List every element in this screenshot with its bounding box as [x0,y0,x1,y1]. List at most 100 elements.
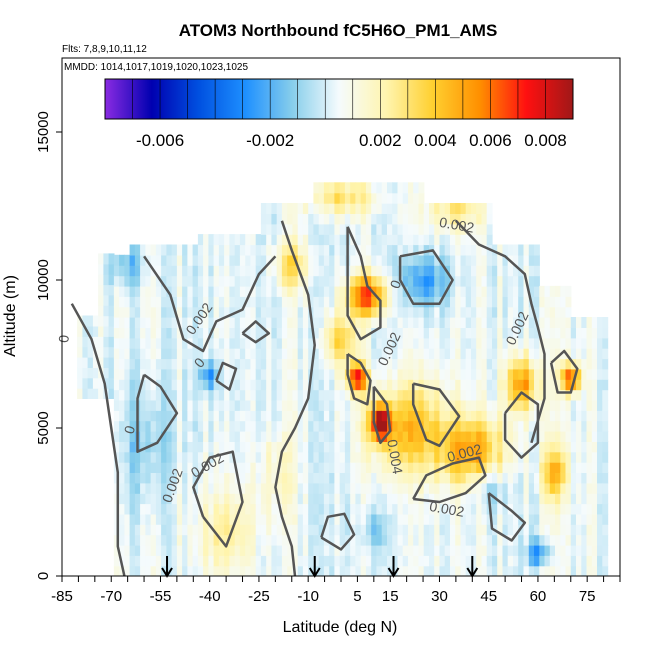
heatmap-cell [381,410,388,422]
heatmap-cell [224,544,230,556]
y-tick-label: 15000 [35,111,52,153]
heatmap-cell [602,472,609,484]
heatmap-cell [213,524,220,536]
heatmap-cell [376,482,383,494]
heatmap-cell [145,544,152,556]
heatmap-cell [486,524,493,536]
heatmap-cell [308,379,315,391]
heatmap-cell [492,431,498,442]
heatmap-cell [455,296,462,308]
heatmap-cell [408,337,414,349]
heatmap-cell [140,555,146,567]
heatmap-cell [518,534,525,546]
heatmap-cell [313,234,320,246]
heatmap-cell [313,254,320,266]
heatmap-cell [297,441,304,453]
heatmap-cell [439,203,446,214]
heatmap-cell [218,441,225,453]
heatmap-cell [297,493,304,505]
heatmap-cell [418,275,425,287]
heatmap-cell [549,493,556,505]
heatmap-cell [308,503,315,515]
heatmap-cell [429,358,435,370]
heatmap-cell [591,379,598,391]
heatmap-cell [166,513,173,525]
heatmap-cell [371,503,378,515]
heatmap-cell [313,431,320,442]
heatmap-cell [460,513,467,525]
heatmap-cell [302,244,309,256]
contour-line [215,361,238,391]
heatmap-cell [229,234,236,246]
heatmap-cell [234,441,241,453]
heatmap-cell [171,265,178,277]
heatmap-cell [176,296,183,308]
heatmap-cell [423,254,430,266]
heatmap-cell [313,368,320,380]
heatmap-cell [597,431,603,442]
heatmap-cell [140,565,146,576]
heatmap-cell [292,306,299,318]
heatmap-cell [465,244,472,256]
heatmap-cell [597,420,603,432]
heatmap-cell [429,223,435,235]
heatmap-cell [518,441,525,453]
heatmap-cell [408,213,414,225]
heatmap-cell [597,348,603,360]
heatmap-cell [560,482,567,494]
heatmap-cell [124,431,131,442]
heatmap-cell [108,336,115,348]
heatmap-cell [229,317,236,328]
heatmap-cell [497,555,504,567]
heatmap-cell [413,399,420,411]
heatmap-cell [155,441,162,453]
heatmap-cell [197,327,204,339]
heatmap-cell [281,544,288,556]
colorbar-divisions [132,79,546,119]
heatmap-cell [334,337,341,349]
heatmap-cell [534,451,540,463]
heatmap-cell [260,265,267,277]
heatmap-cell [555,534,561,546]
heatmap-cell [423,493,430,505]
heatmap-cell [176,337,183,349]
heatmap-cell [276,203,283,214]
heatmap-cell [203,327,209,339]
heatmap-cell [413,513,420,525]
heatmap-cell [271,503,278,515]
heatmap-cell [450,472,456,484]
heatmap-cell [418,368,425,380]
heatmap-cell [292,213,299,225]
heatmap-cell [476,358,483,370]
heatmap-cell [129,472,136,484]
heatmap-cell [365,399,372,411]
heatmap-cell [229,254,236,266]
heatmap-cell [239,244,246,256]
heatmap-cell [323,213,330,225]
heatmap-cell [203,358,209,370]
heatmap-cell [229,462,236,473]
heatmap-cell [224,254,230,266]
heatmap-cell [471,493,477,505]
heatmap-cell [255,337,262,349]
heatmap-cell [518,337,525,349]
heatmap-cell [423,555,430,567]
heatmap-cell [218,265,225,277]
heatmap-cell [497,358,504,370]
heatmap-cell [197,337,204,349]
heatmap-cell [565,441,572,453]
heatmap-cell [513,275,519,287]
heatmap-cell [308,513,315,525]
heatmap-cell [124,493,131,505]
heatmap-cell [402,410,409,422]
heatmap-cell [292,399,299,411]
heatmap-cell [250,513,257,525]
heatmap-cell [492,327,498,339]
heatmap-cell [155,451,162,463]
heatmap-cell [224,493,230,505]
heatmap-cell [134,513,141,525]
heatmap-cell [297,358,304,370]
heatmap-cell [570,410,577,422]
heatmap-cell [502,544,509,556]
x-tick-label: -40 [199,588,221,605]
